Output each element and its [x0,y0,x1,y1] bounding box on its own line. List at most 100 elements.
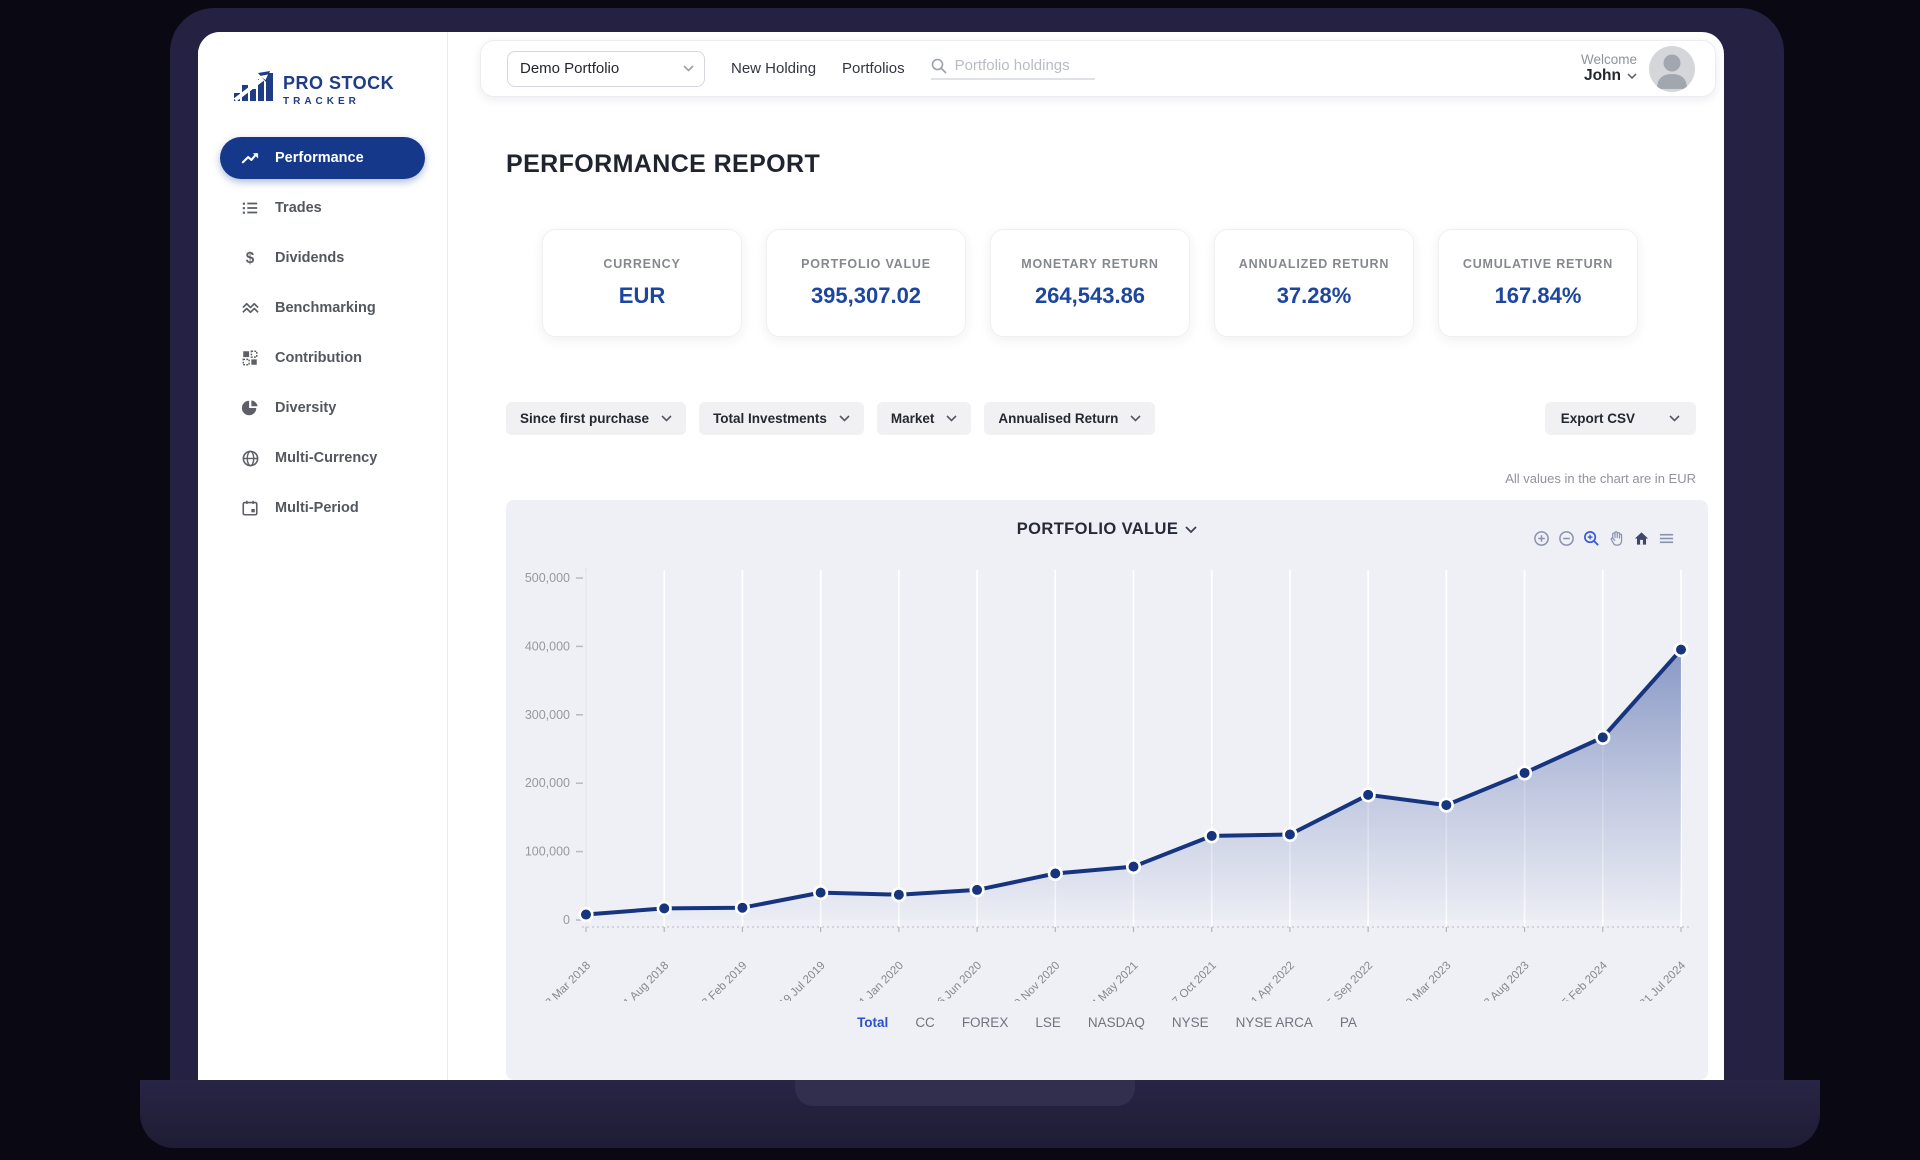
pie-chart-icon [240,398,260,418]
stat-card-value: 264,543.86 [1035,283,1145,309]
portfolios-link[interactable]: Portfolios [842,60,905,77]
x-axis-tick-label: 16 Jun 2020 [931,960,984,1001]
user-menu[interactable]: Welcome John [1581,46,1695,92]
search-box [931,57,1095,80]
stat-card-cumulative-return: CUMULATIVE RETURN 167.84% [1438,229,1638,337]
bar-chart-arrow-logo-icon [234,71,274,110]
stat-card-value: 37.28% [1277,283,1352,309]
chevron-down-icon [1130,415,1141,422]
portfolio-select[interactable]: Demo Portfolio [507,51,705,87]
sidebar-item-multi-currency[interactable]: Multi-Currency [220,437,425,479]
sidebar-item-multi-period[interactable]: Multi-Period [220,487,425,529]
data-point[interactable] [1596,731,1609,744]
data-point[interactable] [893,888,906,901]
sidebar-item-performance[interactable]: Performance [220,137,425,179]
x-axis-tick-label: 23 Aug 2023 [1478,960,1532,1001]
chart-panel: PORTFOLIO VALUE 0100,000200,000300,00040… [506,500,1708,1080]
sidebar-item-label: Diversity [275,400,336,416]
y-axis-tick-label: 0 [563,913,570,927]
chevron-down-icon [839,415,850,422]
sidebar-item-label: Contribution [275,350,362,366]
legend-item-forex[interactable]: FOREX [962,1015,1009,1030]
menu-icon[interactable] [1656,528,1676,548]
filter-annualised-return[interactable]: Annualised Return [984,402,1155,435]
data-point[interactable] [971,884,984,897]
data-point[interactable] [1205,830,1218,843]
x-axis-tick-label: 19 Jul 2019 [777,960,828,1001]
performance-report-section: PERFORMANCE REPORT CURRENCY EURPORTFOLIO… [448,97,1724,1080]
filter-since-first-purchase[interactable]: Since first purchase [506,402,686,435]
search-input[interactable] [955,57,1095,74]
export-csv-label: Export CSV [1561,411,1635,426]
y-axis-tick-label: 100,000 [525,845,570,859]
x-axis-tick-label: 29 Nov 2020 [1008,960,1063,1001]
data-point[interactable] [580,908,593,921]
zoom-out-icon[interactable] [1556,528,1576,548]
data-point[interactable] [736,901,749,914]
chart-currency-note: All values in the chart are in EUR [506,471,1710,486]
stat-card-value: 167.84% [1495,283,1582,309]
stat-card-value: 395,307.02 [811,283,921,309]
data-point[interactable] [814,886,827,899]
x-axis-tick-label: 21 Jul 2024 [1638,959,1689,1001]
filter-total-investments[interactable]: Total Investments [699,402,864,435]
data-point[interactable] [1127,860,1140,873]
sidebar-item-dividends[interactable]: $ Dividends [220,237,425,279]
sidebar-item-diversity[interactable]: Diversity [220,387,425,429]
sidebar-item-label: Performance [275,150,364,166]
portfolio-value-line-chart[interactable]: 0100,000200,000300,000400,000500,00008 M… [506,541,1708,1001]
new-holding-link[interactable]: New Holding [731,60,816,77]
legend-item-total[interactable]: Total [857,1015,888,1030]
chevron-down-icon [946,415,957,422]
sidebar: PRO STOCK TRACKER Performance Trades $ Di… [198,32,448,1080]
legend-item-nasdaq[interactable]: NASDAQ [1088,1015,1145,1030]
legend-item-pa[interactable]: PA [1340,1015,1357,1030]
legend-item-nyse-arca[interactable]: NYSE ARCA [1236,1015,1313,1030]
home-icon[interactable] [1631,528,1651,548]
zoom-in-icon[interactable] [1531,528,1551,548]
pan-icon[interactable] [1606,528,1626,548]
topbar: Demo Portfolio New Holding Portfolios We… [480,40,1716,97]
laptop-mockup: PRO STOCK TRACKER Performance Trades $ Di… [0,0,1920,1160]
brand-tagline: TRACKER [283,96,394,107]
data-point[interactable] [658,902,671,915]
legend-item-lse[interactable]: LSE [1035,1015,1061,1030]
data-point[interactable] [1362,789,1375,802]
chevron-down-icon [683,65,694,72]
export-csv-button[interactable]: Export CSV [1545,402,1696,435]
sidebar-item-label: Trades [275,200,322,216]
sidebar-item-contribution[interactable]: Contribution [220,337,425,379]
sidebar-nav: Performance Trades $ Dividends Benchmarki… [220,137,425,529]
x-axis-tick-label: 05 Feb 2024 [1556,959,1611,1001]
user-name: John [1584,67,1621,85]
filter-label: Since first purchase [520,411,649,426]
list-icon [240,198,260,218]
chart-legend: Total CC FOREX LSE NASDAQ NYSE NYSE ARCA PA [506,1015,1708,1030]
data-point[interactable] [1675,643,1688,656]
stat-card-label: ANNUALIZED RETURN [1239,257,1389,271]
stat-cards-row: CURRENCY EURPORTFOLIO VALUE 395,307.02MO… [542,229,1710,337]
search-icon [931,58,947,74]
zoom-select-icon[interactable] [1581,528,1601,548]
data-point[interactable] [1049,867,1062,880]
x-axis-tick-label: 10 Mar 2023 [1399,960,1453,1001]
filter-label: Total Investments [713,411,827,426]
stat-card-label: MONETARY RETURN [1021,257,1158,271]
stat-card-annualized-return: ANNUALIZED RETURN 37.28% [1214,229,1414,337]
data-point[interactable] [1518,767,1531,780]
legend-item-nyse[interactable]: NYSE [1172,1015,1209,1030]
data-point[interactable] [1440,799,1453,812]
filter-market[interactable]: Market [877,402,972,435]
x-axis-tick-label: 25 Sep 2022 [1321,960,1376,1001]
brand-name: PRO STOCK [283,73,394,94]
sidebar-item-trades[interactable]: Trades [220,187,425,229]
stat-card-monetary-return: MONETARY RETURN 264,543.86 [990,229,1190,337]
avatar[interactable] [1649,46,1695,92]
chart-title-dropdown[interactable]: PORTFOLIO VALUE [506,500,1708,539]
data-point[interactable] [1284,828,1297,841]
chevron-down-icon [1627,73,1637,79]
legend-item-cc[interactable]: CC [915,1015,935,1030]
sidebar-item-benchmarking[interactable]: Benchmarking [220,287,425,329]
sidebar-item-label: Multi-Currency [275,450,377,466]
stat-card-label: PORTFOLIO VALUE [801,257,931,271]
